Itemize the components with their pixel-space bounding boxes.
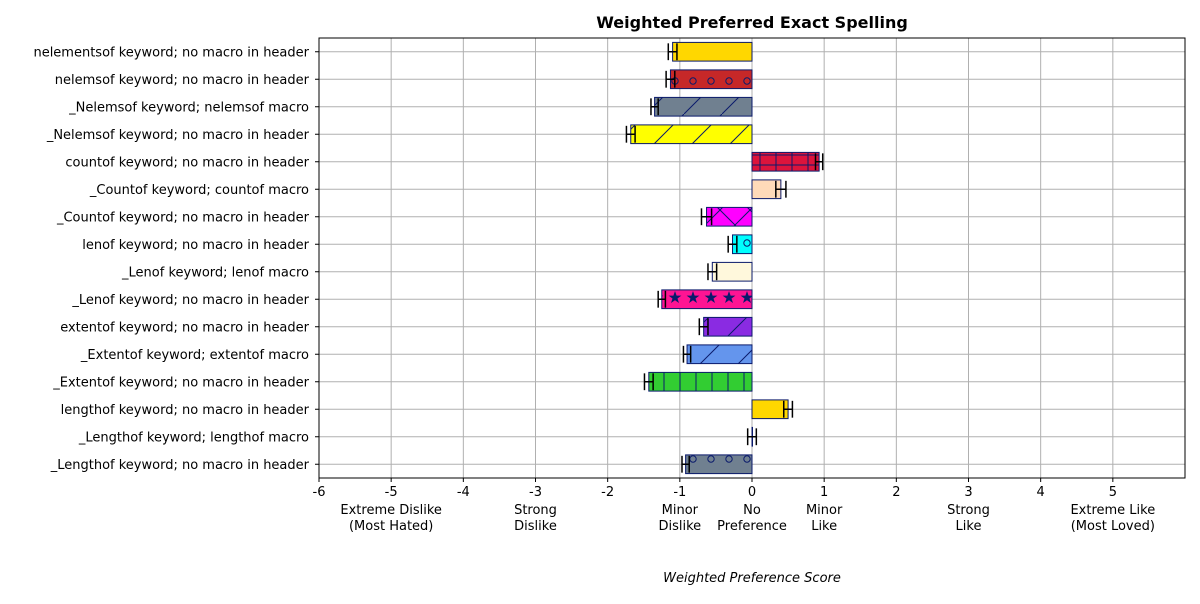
x-axis-label: Weighted Preference Score — [663, 571, 841, 586]
bar — [751, 399, 789, 420]
x-tick-label: 0 — [748, 485, 756, 500]
error-bar — [625, 125, 636, 143]
x-tick-description: (Most Hated) — [349, 519, 433, 534]
bar-hatch — [706, 207, 752, 227]
y-tick-label: _Lengthof keyword; no macro in header — [50, 458, 310, 473]
error-bar — [698, 318, 709, 336]
bar — [672, 41, 753, 62]
x-tick-description: Preference — [717, 519, 787, 534]
x-tick-label: 4 — [1037, 485, 1045, 500]
y-tick-label: lengthof keyword; no macro in header — [61, 403, 310, 418]
y-tick-label: _Nelemsof keyword; no macro in header — [46, 128, 310, 143]
y-tick-label: _Extentof keyword; no macro in header — [52, 375, 309, 390]
bar-hatch — [661, 289, 752, 309]
x-tick-label: 2 — [892, 485, 900, 500]
bar — [711, 261, 753, 282]
y-tick-label: extentof keyword; no macro in header — [60, 320, 309, 335]
error-bars — [625, 43, 824, 473]
x-tick-label: -3 — [529, 485, 542, 500]
x-tick-description: Dislike — [514, 519, 557, 534]
y-tick-label: _Countof keyword; countof macro — [89, 183, 309, 198]
error-bar — [650, 98, 659, 116]
chart-title: Weighted Preferred Exact Spelling — [596, 13, 908, 32]
bars — [630, 41, 820, 475]
error-bar — [707, 263, 718, 281]
error-bar — [681, 455, 690, 473]
y-tick-labels: nelementsof keyword; no macro in header n… — [33, 45, 319, 473]
error-bar — [700, 208, 713, 226]
y-tick-label: nelementsof keyword; no macro in header — [33, 45, 309, 60]
bar-hatch — [654, 97, 752, 117]
error-bar — [727, 235, 738, 253]
x-tick-description: Minor — [662, 503, 699, 518]
x-tick-description: Like — [956, 519, 982, 534]
x-tick-label: -6 — [313, 485, 326, 500]
error-bar — [643, 373, 654, 391]
error-bar — [682, 345, 692, 363]
bar-hatch — [630, 124, 752, 144]
x-tick-description: Strong — [947, 503, 990, 518]
x-tick-description: Strong — [514, 503, 557, 518]
x-tick-label: 3 — [964, 485, 972, 500]
x-tick-description: Minor — [806, 503, 843, 518]
x-tick-label: -4 — [457, 485, 470, 500]
error-bar — [775, 180, 787, 198]
x-tick-label: -1 — [673, 485, 686, 500]
x-tick-description: Extreme Like — [1070, 503, 1155, 518]
bar-hatch — [670, 69, 752, 89]
y-tick-label: nelemsof keyword; no macro in header — [55, 73, 310, 88]
error-bar — [667, 43, 678, 61]
bar-hatch — [685, 454, 752, 474]
y-tick-label: _Countof keyword; no macro in header — [56, 210, 310, 225]
bar-hatch — [752, 152, 820, 172]
error-bar — [783, 400, 794, 418]
x-tick-label: -5 — [385, 485, 398, 500]
x-tick-description: (Most Loved) — [1071, 519, 1155, 534]
x-tick-label: 5 — [1109, 485, 1117, 500]
bar-hatch — [703, 317, 752, 337]
bar-hatch — [648, 372, 752, 392]
y-tick-label: _Lengthof keyword; lengthof macro — [78, 430, 309, 445]
y-tick-label: _Lenof keyword; lenof macro — [121, 265, 309, 280]
error-bar — [746, 428, 758, 446]
x-tick-description: Dislike — [658, 519, 701, 534]
error-bar — [657, 290, 667, 308]
x-tick-label: -2 — [601, 485, 614, 500]
bar-hatch — [687, 344, 752, 364]
y-tick-label: lenof keyword; no macro in header — [82, 238, 309, 253]
y-tick-label: _Extentof keyword; extentof macro — [80, 348, 309, 363]
y-tick-label: _Nelemsof keyword; nelemsof macro — [68, 100, 309, 115]
x-tick-labels: -6 -5 -4 -3 -2 -1 0 1 2 3 4 5 — [313, 478, 1117, 500]
error-bar — [814, 153, 824, 171]
x-tick-label: 1 — [820, 485, 828, 500]
x-tick-description: Like — [811, 519, 837, 534]
x-tick-description: No — [743, 503, 761, 518]
y-tick-label: _Lenof keyword; no macro in header — [71, 293, 309, 308]
x-tick-description: Extreme Dislike — [340, 503, 442, 518]
y-tick-label: countof keyword; no macro in header — [65, 155, 309, 170]
x-tick-descriptions: Extreme Dislike(Most Hated)StrongDislike… — [340, 503, 1155, 534]
error-bar — [665, 70, 676, 88]
